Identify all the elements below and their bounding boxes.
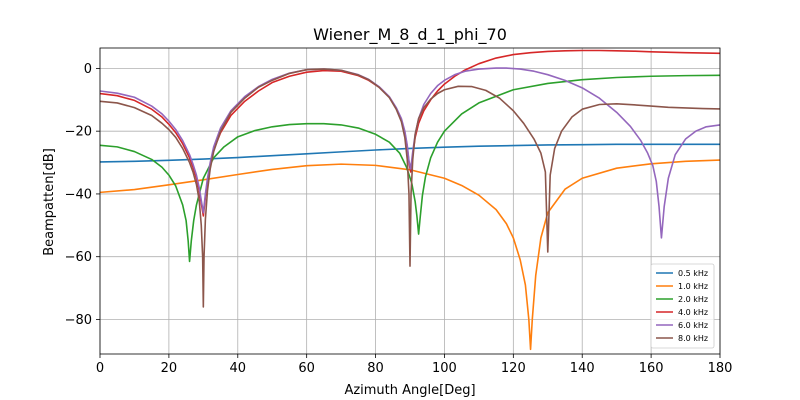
legend-entry: 8.0 kHz	[678, 334, 708, 343]
legend-entry: 4.0 kHz	[678, 308, 708, 317]
legend-entry: 0.5 kHz	[678, 269, 708, 278]
x-axis-label: Azimuth Angle[Deg]	[344, 383, 475, 398]
x-tick-label: 0	[96, 361, 104, 376]
y-tick-label: −80	[65, 313, 92, 328]
series-line-6-0-khz	[100, 67, 720, 239]
axes: 0 20 40 60 80 100 120 140 160 180 0 −20 −40 −60 −80	[65, 47, 733, 376]
y-tick-label: −60	[65, 250, 92, 265]
series-line-2-0-khz	[100, 74, 720, 263]
legend-entry: 6.0 kHz	[678, 321, 708, 330]
series-line-8-0-khz	[100, 68, 720, 308]
x-tick-label: 120	[501, 361, 526, 376]
x-tick-label: 180	[708, 361, 733, 376]
axes-frame	[99, 47, 721, 355]
plot-lines	[100, 49, 720, 351]
x-tick-label: 160	[639, 361, 664, 376]
x-tick-label: 40	[230, 361, 247, 376]
legend-entry: 1.0 kHz	[678, 282, 708, 291]
y-tick-label: −40	[65, 187, 92, 202]
x-tick-label: 140	[570, 361, 595, 376]
y-tick-label: −20	[65, 125, 92, 140]
series-line-0-5-khz	[100, 143, 720, 163]
chart-title: Wiener_M_8_d_1_phi_70	[313, 25, 507, 45]
legend-box	[650, 263, 715, 349]
y-axis-label: Beampatten[dB]	[42, 148, 57, 256]
x-tick-label: 20	[161, 361, 178, 376]
x-tick-label: 80	[367, 361, 384, 376]
x-tick-label: 100	[432, 361, 457, 376]
legend-entry: 2.0 kHz	[678, 295, 708, 304]
series-line-1-0-khz	[100, 159, 720, 351]
y-tick-label: 0	[84, 62, 92, 77]
x-tick-label: 60	[298, 361, 315, 376]
legend: 0.5 kHz 1.0 kHz 2.0 kHz 4.0 kHz 6.0 kHz 8.0 k…	[650, 263, 715, 349]
